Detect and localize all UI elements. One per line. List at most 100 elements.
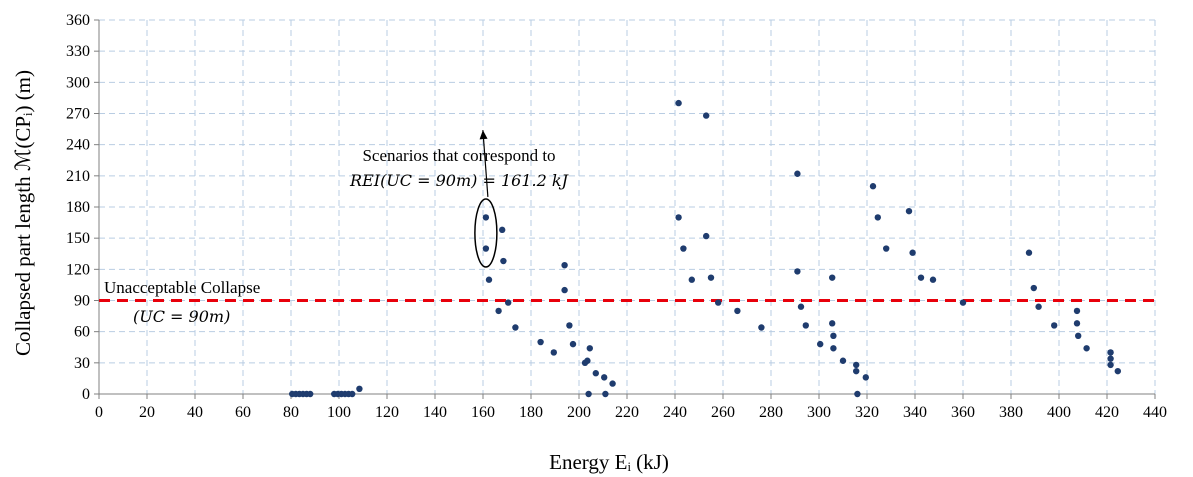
annotation-group (474, 130, 498, 268)
y-tick-label: 0 (82, 386, 90, 403)
x-tick-label: 420 (1095, 404, 1119, 421)
data-point (862, 374, 869, 381)
data-point (1107, 355, 1114, 362)
data-point (307, 390, 314, 398)
data-point (734, 307, 741, 315)
data-point (500, 257, 507, 265)
x-tick-label: 160 (471, 404, 495, 421)
data-point (839, 357, 847, 364)
data-point (356, 385, 363, 393)
data-point (586, 345, 593, 352)
data-point (1025, 249, 1033, 256)
data-point (794, 268, 801, 275)
data-point (550, 349, 557, 356)
data-point (853, 367, 860, 375)
data-point (349, 390, 356, 398)
data-point (1030, 284, 1038, 292)
data-point (802, 322, 809, 329)
x-tick-label: 260 (711, 404, 735, 421)
data-point (1073, 307, 1081, 315)
x-tick-label: 280 (759, 404, 783, 421)
y-tick-label: 90 (74, 293, 90, 310)
data-point (1107, 361, 1114, 369)
data-point (495, 307, 502, 315)
data-point (929, 276, 937, 283)
x-tick-label: 20 (139, 404, 155, 421)
data-point (602, 390, 609, 398)
axes (94, 19, 1156, 399)
annotation-line1: Scenarios that correspond to (362, 146, 555, 165)
annotation-ellipse (474, 198, 498, 268)
data-point (537, 338, 544, 346)
data-point (561, 286, 568, 294)
x-tick-label: 80 (283, 404, 299, 421)
x-tick-label: 360 (951, 404, 975, 421)
data-point (905, 207, 913, 215)
threshold-label-line1: Unacceptable Collapse (104, 278, 260, 297)
x-tick-label: 180 (519, 404, 543, 421)
y-tick-labels: 0 30 60 90 120 150 180 210 240 270 300 330 360 (66, 12, 90, 403)
x-tick-label: 40 (187, 404, 203, 421)
data-point (830, 345, 837, 352)
y-tick-label: 360 (66, 12, 90, 29)
x-tick-label: 200 (567, 404, 591, 421)
data-point (1107, 349, 1114, 356)
x-tick-label: 240 (663, 404, 687, 421)
data-point (794, 170, 801, 177)
data-point (592, 370, 599, 377)
data-point (869, 183, 877, 190)
data-point (585, 390, 592, 398)
data-point (707, 274, 715, 281)
data-point (675, 214, 682, 221)
y-tick-label: 300 (66, 74, 90, 91)
gridlines (99, 19, 1156, 394)
data-point (485, 276, 493, 283)
data-point (853, 361, 860, 369)
data-point (817, 340, 824, 348)
data-point (675, 99, 682, 107)
data-point (883, 245, 890, 252)
x-tick-label: 220 (615, 404, 639, 421)
data-point (601, 374, 608, 381)
data-points (289, 99, 1122, 398)
x-tick-label: 400 (1047, 404, 1071, 421)
data-point (797, 303, 805, 310)
y-tick-label: 120 (66, 261, 90, 278)
data-point (715, 299, 722, 306)
y-tick-label: 150 (66, 230, 90, 247)
x-tick-label: 300 (807, 404, 831, 421)
y-tick-label: 180 (66, 199, 90, 216)
data-point (758, 324, 765, 331)
y-tick-label: 60 (74, 324, 90, 341)
data-point (512, 324, 519, 331)
data-point (505, 299, 512, 306)
y-axis-title: Collapsed part length ℳ(CPᵢ) (m) (11, 70, 35, 356)
data-point (566, 322, 573, 329)
data-point (917, 274, 925, 281)
x-tick-label: 120 (375, 404, 399, 421)
data-point (703, 112, 710, 119)
x-tick-label: 440 (1143, 404, 1167, 421)
annotation-line2: REI(UC = 90m) = 161.2 kJ (349, 171, 570, 190)
y-tick-label: 270 (66, 106, 90, 123)
x-axis-title: Energy Eᵢ (kJ) (549, 450, 669, 474)
data-point (561, 261, 568, 269)
data-point (499, 226, 506, 234)
y-tick-label: 240 (66, 137, 90, 154)
x-tick-label: 380 (999, 404, 1023, 421)
data-point (830, 332, 837, 340)
y-tick-label: 210 (66, 168, 90, 185)
data-point (1073, 320, 1081, 327)
y-tick-label: 330 (66, 43, 90, 60)
data-point (1075, 332, 1082, 340)
data-point (703, 232, 710, 240)
data-point (482, 214, 490, 221)
data-point (609, 380, 616, 387)
annotation-arrow-line (482, 130, 489, 198)
threshold-label-line2: (UC = 90m) (133, 307, 230, 326)
data-point (829, 274, 836, 281)
data-point (1051, 322, 1058, 329)
data-point (1035, 303, 1042, 310)
annotation-arrow-head (479, 130, 488, 140)
